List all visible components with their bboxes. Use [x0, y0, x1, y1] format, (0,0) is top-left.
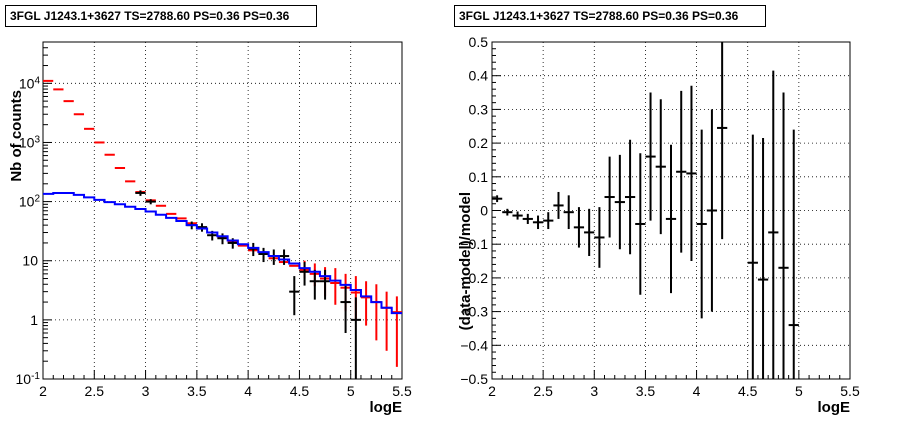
series-data-points	[135, 190, 361, 379]
x-tick-label: 3	[142, 383, 150, 399]
plot-frame	[42, 41, 403, 380]
x-axis-label: logE	[818, 399, 851, 416]
y-tick-label: −0.2	[460, 270, 488, 286]
y-tick-label: 104	[19, 75, 41, 92]
x-tick-label: 3	[590, 383, 598, 399]
x-axis-label: logE	[370, 399, 403, 416]
right-panel: 2 2.5 3 3.5 4 4.5 5 5.5 −0.5 −0.4 −0.3 −0.2 −0.1 0 0.1…	[449, 0, 898, 421]
y-tick-label: 0.3	[469, 101, 489, 117]
y-tick-label: −0.5	[460, 371, 488, 387]
y-tick-label: 0.5	[469, 34, 489, 50]
x-tick-label: 4	[244, 383, 252, 399]
x-tick-label: 5.5	[392, 383, 412, 399]
x-tick-label: 4.5	[738, 383, 758, 399]
y-tick-label: 0.1	[469, 169, 489, 185]
y-tick-label: −0.1	[460, 236, 488, 252]
x-tick-label: 3.5	[187, 383, 207, 399]
x-tick-label: 3.5	[636, 383, 656, 399]
y-tick-label: 102	[19, 193, 41, 210]
y-tick-label: 10	[22, 253, 38, 269]
x-tick-label: 5.5	[840, 383, 860, 399]
y-tick-label: 0.4	[469, 68, 489, 84]
series-model-points	[43, 79, 402, 367]
model-histogram-line	[43, 191, 402, 315]
series-model-histogram	[43, 191, 402, 315]
y-tick-label: −0.4	[460, 337, 488, 353]
y-tick-label: 10-1	[16, 371, 41, 388]
x-tick-label: 4.5	[290, 383, 310, 399]
x-tick-label: 5	[795, 383, 803, 399]
x-tick-label: 2	[39, 383, 47, 399]
residuals-chart: 2 2.5 3 3.5 4 4.5 5 5.5 −0.5 −0.4 −0.3 −0.2 −0.1 0 0.1…	[457, 34, 860, 416]
y-tick-label: 0	[480, 203, 488, 219]
x-tick-label: 2	[488, 383, 496, 399]
y-tick-label: 1	[30, 312, 38, 328]
y-tick-label: 0.2	[469, 135, 489, 151]
y-axis-label: Nb of counts	[8, 90, 25, 182]
right-chart-title: 3FGL J1243.1+3627 TS=2788.60 PS=0.36 PS=…	[454, 5, 766, 27]
x-tick-label: 4	[693, 383, 701, 399]
x-tick-label: 2.5	[533, 383, 553, 399]
y-tick-label: −0.3	[460, 304, 488, 320]
y-tick-exponent: -1	[31, 371, 40, 382]
left-panel: 2 2.5 3 3.5 4 4.5 5 5.5 10-1 1 10 102 103 104 logE Nb o…	[5, 5, 412, 416]
y-tick-exponent: 2	[34, 193, 40, 204]
y-tick-exponent: 3	[34, 134, 40, 145]
x-tick-label: 2.5	[85, 383, 105, 399]
y-tick-exponent: 4	[34, 75, 40, 86]
left-chart-title: 3FGL J1243.1+3627 TS=2788.60 PS=0.36 PS=…	[5, 5, 317, 27]
x-tick-label: 5	[347, 383, 355, 399]
y-axis-label: (data-model)/model	[457, 192, 474, 330]
series-residuals	[492, 42, 799, 379]
